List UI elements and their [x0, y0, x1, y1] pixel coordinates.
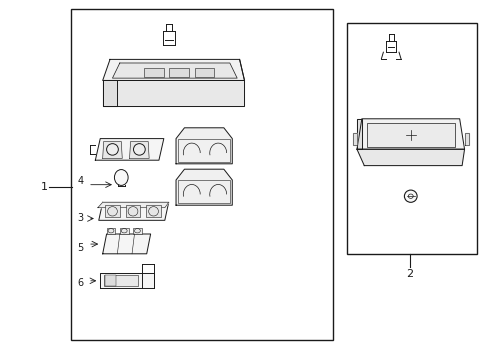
Bar	[71, 9, 332, 340]
Bar	[366, 123, 454, 147]
Ellipse shape	[106, 144, 118, 155]
Ellipse shape	[404, 190, 416, 202]
Polygon shape	[176, 169, 232, 205]
Polygon shape	[102, 234, 150, 254]
Polygon shape	[356, 119, 464, 149]
Bar	[106, 228, 115, 234]
Polygon shape	[464, 133, 468, 144]
Polygon shape	[95, 139, 163, 160]
Bar	[178, 139, 229, 162]
Bar	[105, 205, 120, 217]
Polygon shape	[129, 141, 149, 158]
Bar	[194, 68, 214, 77]
Text: 6: 6	[78, 278, 83, 288]
Bar	[346, 23, 476, 254]
Ellipse shape	[133, 144, 145, 155]
Polygon shape	[356, 119, 361, 149]
Bar	[133, 228, 142, 234]
Bar	[143, 68, 163, 77]
Text: 2: 2	[406, 269, 412, 279]
Text: 3: 3	[78, 213, 83, 223]
Polygon shape	[102, 59, 244, 81]
Bar	[125, 205, 140, 217]
Text: 1: 1	[41, 182, 47, 192]
Polygon shape	[112, 63, 237, 78]
Bar	[169, 68, 188, 77]
Polygon shape	[100, 273, 154, 288]
Polygon shape	[102, 141, 122, 158]
Bar	[178, 180, 229, 203]
Polygon shape	[102, 81, 117, 106]
Text: 4: 4	[78, 176, 83, 186]
Bar	[104, 275, 138, 286]
Polygon shape	[352, 133, 356, 144]
Bar	[105, 275, 116, 286]
Polygon shape	[98, 202, 168, 208]
Ellipse shape	[114, 170, 128, 185]
Bar	[146, 205, 161, 217]
Polygon shape	[99, 202, 168, 220]
Polygon shape	[356, 149, 464, 166]
Text: 5: 5	[78, 243, 83, 253]
Polygon shape	[102, 81, 244, 106]
Bar	[120, 228, 128, 234]
Polygon shape	[176, 128, 232, 164]
